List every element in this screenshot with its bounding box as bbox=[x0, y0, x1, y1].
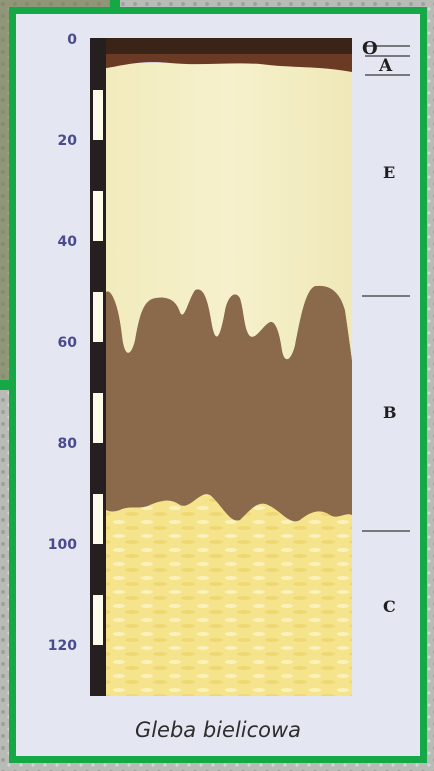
depth-tick-label: 0 bbox=[67, 32, 77, 48]
depth-tick-label: 60 bbox=[58, 335, 78, 351]
soil-column bbox=[106, 38, 352, 696]
ruler-light-segment bbox=[93, 393, 103, 443]
horizon-o-layer bbox=[106, 38, 352, 54]
ruler-light-segment bbox=[93, 494, 103, 544]
depth-tick-label: 120 bbox=[48, 638, 77, 654]
horizon-a-layer bbox=[106, 52, 352, 72]
depth-tick-label: 100 bbox=[48, 537, 77, 553]
depth-tick-label: 80 bbox=[58, 436, 78, 452]
depth-ruler bbox=[90, 38, 106, 696]
ruler-light-segment bbox=[93, 90, 103, 140]
horizon-b-layer bbox=[106, 285, 352, 522]
horizon-label-o: O bbox=[362, 38, 378, 59]
depth-tick-label: 40 bbox=[58, 234, 78, 250]
depth-tick-label: 20 bbox=[58, 133, 78, 149]
horizon-boundaries bbox=[362, 45, 410, 532]
horizon-label-e: E bbox=[383, 163, 395, 182]
horizon-labels: O A E B C bbox=[362, 38, 397, 616]
horizon-label-a: A bbox=[378, 56, 393, 76]
horizon-label-c: C bbox=[383, 597, 396, 616]
ruler-light-segment bbox=[93, 595, 103, 645]
ruler-light-segment bbox=[93, 191, 103, 241]
horizon-label-b: B bbox=[383, 403, 397, 422]
depth-axis: 0 20 40 60 80 100 120 bbox=[48, 32, 77, 654]
ruler-light-segment bbox=[93, 292, 103, 342]
diagram-caption: Gleba bielicowa bbox=[134, 718, 302, 742]
horizon-e-layer bbox=[106, 61, 352, 361]
